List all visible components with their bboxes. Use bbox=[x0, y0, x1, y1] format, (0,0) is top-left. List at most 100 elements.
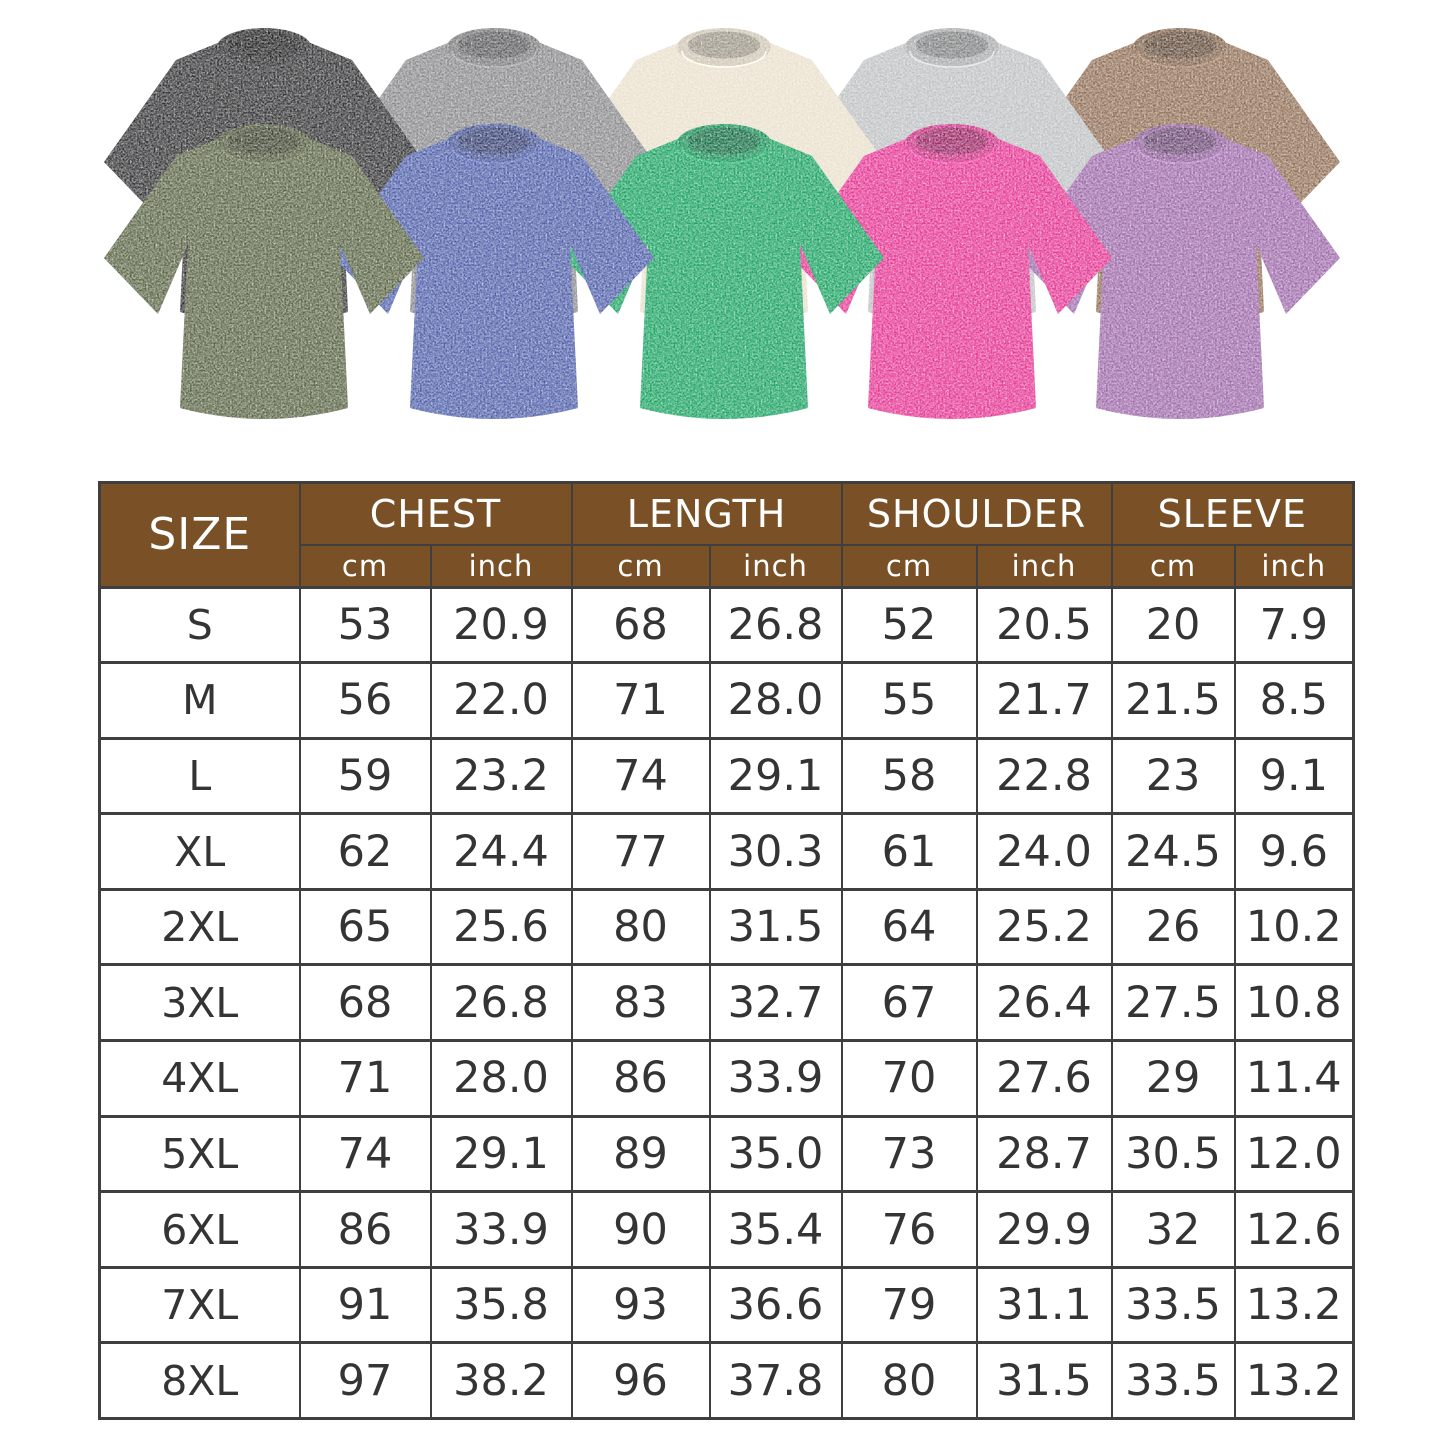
measurement-cell: 26 bbox=[1110, 887, 1236, 967]
measurement-cell: 79 bbox=[840, 1265, 978, 1345]
column-header-chest: CHEST bbox=[298, 481, 573, 546]
measurement-cell: 27.6 bbox=[975, 1039, 1113, 1118]
measurement-cell: 35.4 bbox=[708, 1190, 843, 1269]
unit-header-sleeve-cm: cm bbox=[1110, 543, 1236, 589]
unit-header-chest-cm: cm bbox=[298, 543, 432, 589]
measurement-cell: 13.2 bbox=[1233, 1341, 1355, 1421]
measurement-cell: 73 bbox=[840, 1114, 978, 1194]
measurement-cell: 9.1 bbox=[1233, 736, 1355, 816]
measurement-cell: 20 bbox=[1110, 585, 1236, 665]
measurement-cell: 74 bbox=[570, 736, 711, 816]
measurement-cell: 31.5 bbox=[975, 1341, 1113, 1421]
measurement-cell: 80 bbox=[570, 887, 711, 967]
table-row: S 53 20.9 68 26.8 52 20.5 20 7.9 bbox=[98, 585, 1355, 665]
measurement-cell: 23 bbox=[1110, 736, 1236, 816]
table-row: 5XL 74 29.1 89 35.0 73 28.7 30.5 12.0 bbox=[98, 1114, 1355, 1194]
table-row: 6XL 86 33.9 90 35.4 76 29.9 32 12.6 bbox=[98, 1190, 1355, 1269]
measurement-cell: 25.6 bbox=[429, 887, 573, 967]
measurement-cell: 26.8 bbox=[708, 585, 843, 665]
measurement-cell: 74 bbox=[298, 1114, 432, 1194]
unit-header-shoulder-inch: inch bbox=[975, 543, 1113, 589]
measurement-cell: 11.4 bbox=[1233, 1039, 1355, 1118]
measurement-cell: 8.5 bbox=[1233, 661, 1355, 740]
measurement-cell: 29.1 bbox=[429, 1114, 573, 1194]
size-cell: 7XL bbox=[98, 1265, 301, 1345]
measurement-cell: 24.0 bbox=[975, 812, 1113, 891]
column-header-length: LENGTH bbox=[570, 481, 843, 546]
measurement-cell: 20.9 bbox=[429, 585, 573, 665]
measurement-cell: 71 bbox=[570, 661, 711, 740]
measurement-cell: 28.0 bbox=[429, 1039, 573, 1118]
measurement-cell: 68 bbox=[570, 585, 711, 665]
measurement-cell: 30.5 bbox=[1110, 1114, 1236, 1194]
measurement-cell: 37.8 bbox=[708, 1341, 843, 1421]
unit-header-length-cm: cm bbox=[570, 543, 711, 589]
size-cell: 2XL bbox=[98, 887, 301, 967]
measurement-cell: 68 bbox=[298, 963, 432, 1043]
measurement-cell: 35.0 bbox=[708, 1114, 843, 1194]
measurement-cell: 31.1 bbox=[975, 1265, 1113, 1345]
measurement-cell: 86 bbox=[298, 1190, 432, 1269]
table-row: XL 62 24.4 77 30.3 61 24.0 24.5 9.6 bbox=[98, 812, 1355, 891]
tshirt-blue bbox=[334, 124, 654, 419]
size-cell: 4XL bbox=[98, 1039, 301, 1118]
size-cell: S bbox=[98, 585, 301, 665]
table-row: 7XL 91 35.8 93 36.6 79 31.1 33.5 13.2 bbox=[98, 1265, 1355, 1345]
unit-header-shoulder-cm: cm bbox=[840, 543, 978, 589]
measurement-cell: 10.2 bbox=[1233, 887, 1355, 967]
table-row: M 56 22.0 71 28.0 55 21.7 21.5 8.5 bbox=[98, 661, 1355, 740]
measurement-cell: 20.5 bbox=[975, 585, 1113, 665]
measurement-cell: 52 bbox=[840, 585, 978, 665]
measurement-cell: 83 bbox=[570, 963, 711, 1043]
header-row: SIZE CHEST LENGTH SHOULDER SLEEVE bbox=[98, 481, 1355, 588]
measurement-cell: 10.8 bbox=[1233, 963, 1355, 1043]
measurement-cell: 12.0 bbox=[1233, 1114, 1355, 1194]
measurement-cell: 76 bbox=[840, 1190, 978, 1269]
column-header-shoulder: SHOULDER bbox=[840, 481, 1113, 546]
measurement-cell: 77 bbox=[570, 812, 711, 891]
measurement-cell: 30.3 bbox=[708, 812, 843, 891]
tshirt-purple bbox=[1020, 124, 1340, 419]
unit-header-sleeve-inch: inch bbox=[1233, 543, 1355, 589]
measurement-cell: 33.5 bbox=[1110, 1265, 1236, 1345]
table-row: L 59 23.2 74 29.1 58 22.8 23 9.1 bbox=[98, 736, 1355, 816]
measurement-cell: 62 bbox=[298, 812, 432, 891]
measurement-cell: 13.2 bbox=[1233, 1265, 1355, 1345]
measurement-cell: 24.4 bbox=[429, 812, 573, 891]
column-header-size: SIZE bbox=[98, 481, 301, 588]
unit-header-chest-inch: inch bbox=[429, 543, 573, 589]
measurement-cell: 33.9 bbox=[708, 1039, 843, 1118]
size-cell: L bbox=[98, 736, 301, 816]
tshirt-green bbox=[564, 124, 884, 419]
size-cell: 3XL bbox=[98, 963, 301, 1043]
measurement-cell: 29.9 bbox=[975, 1190, 1113, 1269]
size-cell: M bbox=[98, 661, 301, 740]
measurement-cell: 33.9 bbox=[429, 1190, 573, 1269]
measurement-cell: 59 bbox=[298, 736, 432, 816]
tshirt-army-green bbox=[104, 124, 424, 419]
measurement-cell: 56 bbox=[298, 661, 432, 740]
measurement-cell: 70 bbox=[840, 1039, 978, 1118]
measurement-cell: 9.6 bbox=[1233, 812, 1355, 891]
size-cell: XL bbox=[98, 812, 301, 891]
measurement-cell: 90 bbox=[570, 1190, 711, 1269]
measurement-cell: 28.0 bbox=[708, 661, 843, 740]
measurement-cell: 64 bbox=[840, 887, 978, 967]
measurement-cell: 31.5 bbox=[708, 887, 843, 967]
table-row: 3XL 68 26.8 83 32.7 67 26.4 27.5 10.8 bbox=[98, 963, 1355, 1043]
measurement-cell: 67 bbox=[840, 963, 978, 1043]
size-cell: 8XL bbox=[98, 1341, 301, 1421]
measurement-cell: 89 bbox=[570, 1114, 711, 1194]
measurement-cell: 26.4 bbox=[975, 963, 1113, 1043]
measurement-cell: 91 bbox=[298, 1265, 432, 1345]
measurement-cell: 26.8 bbox=[429, 963, 573, 1043]
measurement-cell: 25.2 bbox=[975, 887, 1113, 967]
measurement-cell: 29.1 bbox=[708, 736, 843, 816]
table-row: 8XL 97 38.2 96 37.8 80 31.5 33.5 13.2 bbox=[98, 1341, 1355, 1421]
measurement-cell: 71 bbox=[298, 1039, 432, 1118]
measurement-cell: 29 bbox=[1110, 1039, 1236, 1118]
table-row: 2XL 65 25.6 80 31.5 64 25.2 26 10.2 bbox=[98, 887, 1355, 967]
measurement-cell: 80 bbox=[840, 1341, 978, 1421]
unit-header-length-inch: inch bbox=[708, 543, 843, 589]
measurement-cell: 36.6 bbox=[708, 1265, 843, 1345]
